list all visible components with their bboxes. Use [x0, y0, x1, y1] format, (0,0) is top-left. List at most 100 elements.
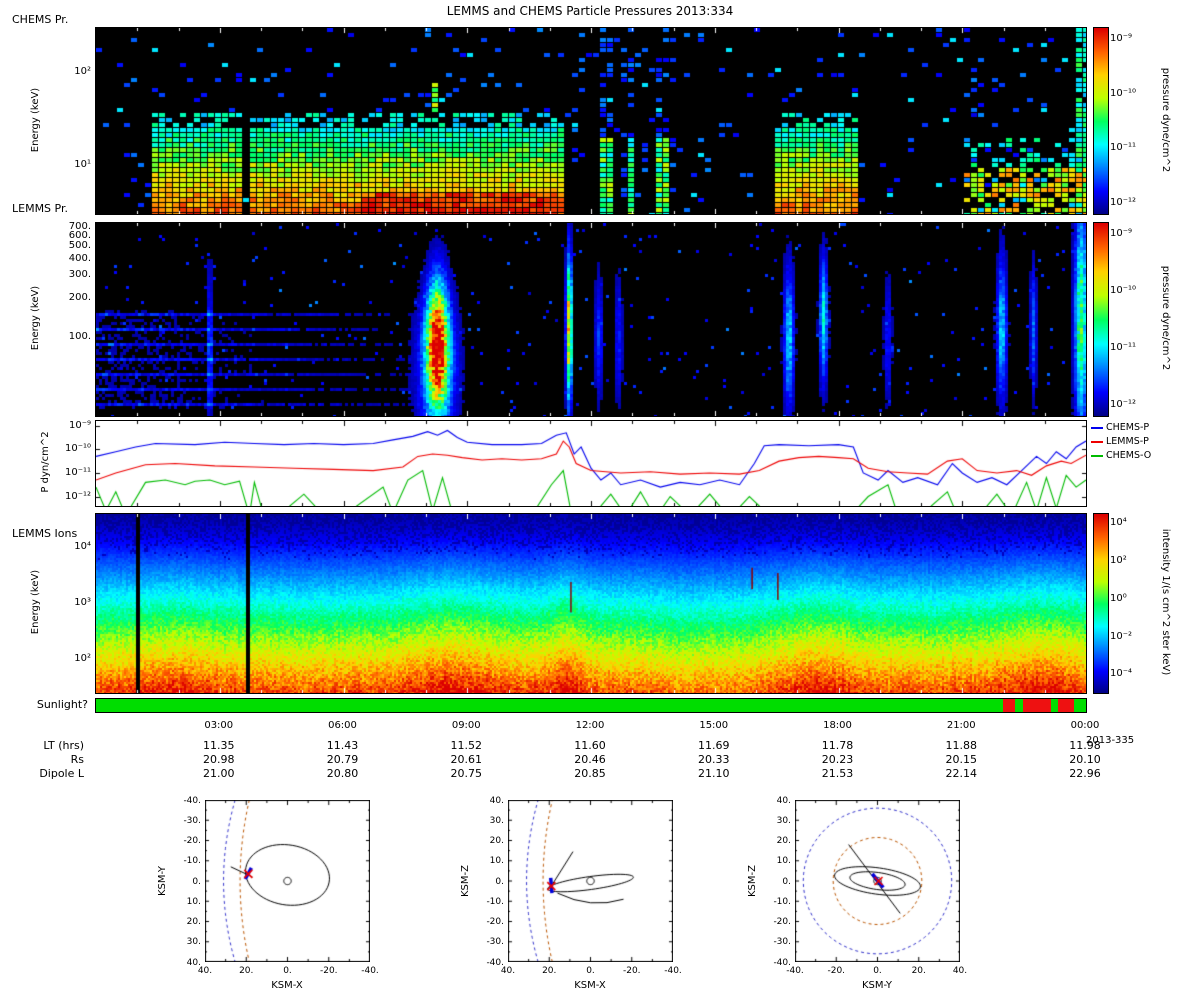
orbit-x-tick-label: -40.: [786, 966, 804, 976]
orbit-x-tick-label: 0.: [586, 966, 595, 976]
axis-tick-label: 10⁻¹⁰: [1110, 285, 1137, 296]
orbit-x-tick-label: 40.: [952, 966, 968, 976]
ephemeris-value: 20.15: [945, 753, 978, 766]
orbit-x-tick-label: 0.: [873, 966, 882, 976]
ephemeris-value: 20.10: [1069, 753, 1101, 766]
orbit-x-tick-label: 40.: [500, 966, 516, 976]
time-tick-label: 06:00: [328, 720, 357, 731]
ephemeris-value: 11.78: [821, 739, 854, 752]
axis-tick-label: 10⁻¹²: [64, 491, 91, 502]
ephemeris-row-label: Dipole L: [39, 767, 84, 780]
orbit-plot-ksmy-ksmx: [205, 800, 370, 962]
ephemeris-value: 20.75: [450, 767, 483, 780]
axis-tick-label: 10⁻¹²: [1110, 197, 1137, 208]
time-tick-label: 09:00: [451, 720, 481, 731]
sunlight-segment: [1002, 699, 1015, 712]
orbit-y-tick-label: 0.: [192, 876, 201, 887]
orbit-x-tick-label: 40.: [197, 966, 213, 976]
ephemeris-value: 11.52: [450, 739, 483, 752]
axis-tick-label: 10³: [74, 597, 91, 608]
legend-swatch-chems-o: [1091, 454, 1103, 457]
legend-swatch-chems-p: [1091, 426, 1103, 429]
axis-tick-label: 10⁻¹¹: [1110, 142, 1137, 153]
ephemeris-value: 20.46: [574, 753, 606, 766]
lemms-spectrogram-canvas: [95, 222, 1087, 417]
orbit-y-tick-label: -40.: [486, 957, 504, 968]
sunlight-bar: [95, 698, 1087, 713]
ions-colorbar: [1093, 513, 1109, 694]
sunlight-segment: [1014, 699, 1023, 712]
colorbar2-label: pressure dyne/cm^2: [1160, 265, 1171, 371]
ephemeris-value: 11.35: [203, 739, 235, 752]
end-date-label: 2013-335: [1086, 735, 1135, 746]
legend-label-chems-p: CHEMS-P: [1106, 422, 1150, 433]
ephemeris-value: 22.96: [1069, 767, 1101, 780]
sunlight-segment: [1058, 699, 1075, 712]
axis-tick-label: 600.: [68, 230, 91, 241]
ephemeris-value: 20.33: [698, 753, 730, 766]
orbit-y-tick-label: -20.: [773, 917, 791, 927]
orbit-x-tick-label: -20.: [827, 966, 846, 976]
ephemeris-value: 20.23: [821, 753, 854, 766]
ephemeris-value: 21.00: [203, 767, 235, 780]
time-tick-label: 00:00: [1070, 720, 1100, 731]
ephemeris-value: 21.10: [698, 767, 730, 780]
ephemeris-value: 11.88: [945, 739, 978, 752]
orbit-y-tick-label: -30.: [486, 937, 504, 948]
chems-spectrogram-canvas: [95, 27, 1087, 215]
ephemeris-value: 20.61: [450, 753, 483, 766]
orbit3-x-axis-label: KSM-Y: [861, 980, 893, 991]
orbit-y-tick-label: 30.: [186, 937, 201, 948]
orbit-x-tick-label: 20.: [911, 966, 926, 976]
axis-tick-label: 10¹: [74, 159, 91, 170]
ephemeris-value: 11.60: [574, 739, 606, 752]
orbit1-x-axis-label: KSM-X: [271, 980, 303, 991]
ephemeris-value: 20.98: [203, 753, 235, 766]
time-tick-label: 21:00: [946, 720, 976, 731]
ephemeris-value: 20.79: [326, 753, 359, 766]
ephemeris-value: 20.80: [326, 767, 359, 780]
ephemeris-value: 11.43: [326, 739, 359, 752]
sunlight-segment: [96, 699, 1003, 712]
axis-tick-label: 10²: [74, 66, 91, 77]
ephemeris-value: 21.53: [821, 767, 854, 780]
lemms-colorbar: [1093, 222, 1109, 417]
orbit-y-tick-label: -10.: [486, 896, 504, 907]
sunlight-segment: [1074, 699, 1086, 712]
chems-panel-label: CHEMS Pr.: [12, 13, 69, 26]
orbit-y-tick-label: 20.: [489, 836, 504, 846]
time-tick-label: 03:00: [204, 720, 234, 731]
orbit-y-tick-label: 40.: [186, 957, 201, 968]
sunlight-segment: [1022, 699, 1052, 712]
orbit-x-tick-label: -40.: [664, 966, 682, 976]
axis-tick-label: 10⁻¹²: [1110, 399, 1137, 410]
orbit-y-tick-label: 0.: [495, 876, 504, 887]
legend-label-chems-o: CHEMS-O: [1106, 450, 1152, 461]
ephemeris-row-label: LT (hrs): [43, 739, 84, 752]
sunlight-segment: [1051, 699, 1059, 712]
ions-panel-label: LEMMS Ions: [12, 527, 78, 540]
axis-tick-label: 10⁻¹⁰: [64, 443, 91, 454]
axis-tick-label: 200.: [68, 292, 91, 303]
orbit-x-tick-label: 0.: [283, 966, 292, 976]
time-tick-label: 12:00: [575, 720, 605, 731]
lemms-panel-label: LEMMS Pr.: [12, 202, 68, 215]
orbit-y-tick-label: 10.: [776, 856, 791, 867]
orbit-y-tick-label: -20.: [486, 917, 504, 927]
orbit-y-tick-label: 30.: [776, 815, 791, 826]
chems-y-axis-label: Energy (keV): [30, 87, 41, 153]
legend-item-chems-o: CHEMS-O: [1091, 450, 1151, 462]
time-tick-label: 18:00: [823, 720, 852, 731]
pressure-lineplot-canvas: [95, 420, 1087, 507]
chems-colorbar: [1093, 27, 1109, 215]
axis-tick-label: 400.: [68, 253, 91, 264]
orbit-plot-ksmz-ksmx: [508, 800, 673, 962]
time-tick-label: 15:00: [699, 720, 729, 731]
axis-tick-label: 10²: [74, 653, 91, 664]
orbit-y-tick-label: 10.: [186, 896, 201, 907]
colorbar1-label: pressure dyne/cm^2: [1160, 67, 1171, 173]
orbit-x-tick-label: -40.: [361, 966, 379, 976]
axis-tick-label: 10⁻¹⁰: [1110, 88, 1137, 99]
orbit-y-tick-label: -20.: [183, 836, 201, 846]
